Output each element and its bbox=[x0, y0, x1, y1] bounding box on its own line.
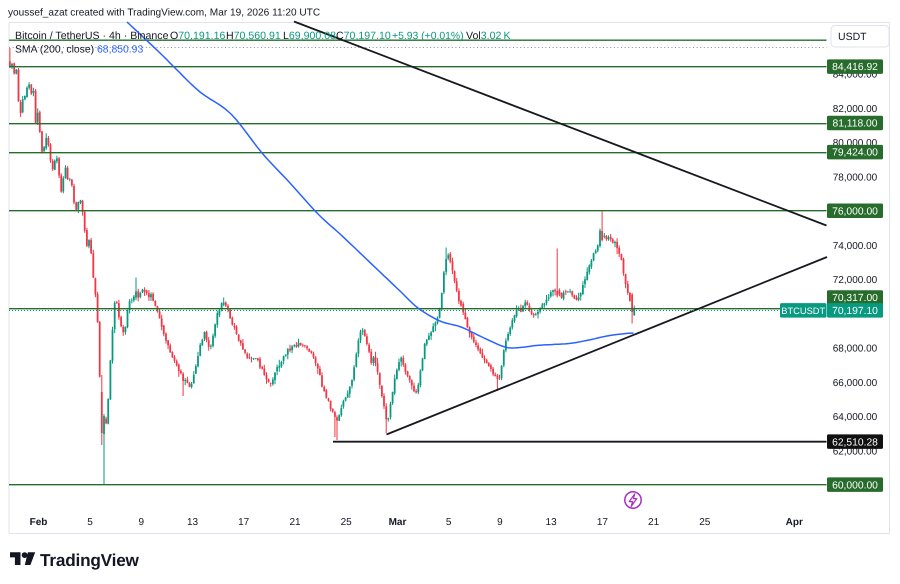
svg-text:68,000.00: 68,000.00 bbox=[833, 344, 878, 355]
svg-text:Mar: Mar bbox=[389, 517, 407, 528]
svg-text:60,000.00: 60,000.00 bbox=[832, 480, 878, 491]
svg-text:13: 13 bbox=[187, 517, 199, 528]
svg-text:70,317.00: 70,317.00 bbox=[832, 293, 878, 304]
svg-text:Apr: Apr bbox=[786, 517, 803, 528]
svg-text:Feb: Feb bbox=[30, 517, 48, 528]
svg-text:84,000.00: 84,000.00 bbox=[833, 70, 878, 81]
svg-text:82,000.00: 82,000.00 bbox=[833, 104, 878, 115]
svg-text:25: 25 bbox=[341, 517, 353, 528]
svg-text:9: 9 bbox=[139, 517, 145, 528]
svg-text:84,416.92: 84,416.92 bbox=[832, 62, 878, 73]
svg-text:62,000.00: 62,000.00 bbox=[833, 446, 878, 457]
svg-text:17: 17 bbox=[238, 517, 250, 528]
svg-text:76,000.00: 76,000.00 bbox=[832, 206, 878, 217]
svg-text:78,000.00: 78,000.00 bbox=[833, 172, 878, 183]
svg-text:74,000.00: 74,000.00 bbox=[833, 241, 878, 252]
svg-text:+5.93 (+0.01%): +5.93 (+0.01%) bbox=[392, 31, 464, 42]
svg-text:21: 21 bbox=[648, 517, 660, 528]
svg-text:17: 17 bbox=[597, 517, 609, 528]
svg-text:5: 5 bbox=[87, 517, 93, 528]
svg-text:79,424.00: 79,424.00 bbox=[832, 148, 878, 159]
svg-text:Vol3.02 K: Vol3.02 K bbox=[466, 30, 511, 42]
svg-text:USDT: USDT bbox=[838, 31, 867, 43]
svg-text:C70,197.10: C70,197.10 bbox=[336, 30, 391, 42]
svg-text:21: 21 bbox=[289, 517, 301, 528]
svg-text:TradingView: TradingView bbox=[40, 550, 140, 570]
svg-text:25: 25 bbox=[699, 517, 711, 528]
svg-text:64,000.00: 64,000.00 bbox=[833, 412, 878, 423]
svg-text:13: 13 bbox=[546, 517, 558, 528]
svg-text:62,510.28: 62,510.28 bbox=[832, 437, 878, 448]
svg-text:H70,560.91: H70,560.91 bbox=[226, 30, 281, 42]
svg-text:SMA (200, close) 68,850.93: SMA (200, close) 68,850.93 bbox=[15, 44, 143, 55]
svg-text:O70,191.16: O70,191.16 bbox=[170, 30, 225, 42]
svg-text:BTCUSDT: BTCUSDT bbox=[781, 306, 825, 316]
svg-text:72,000.00: 72,000.00 bbox=[833, 275, 878, 286]
svg-text:70,197.10: 70,197.10 bbox=[832, 306, 878, 317]
svg-text:Bitcoin / TetherUS · 4h · Bina: Bitcoin / TetherUS · 4h · Binance bbox=[15, 30, 169, 42]
svg-text:66,000.00: 66,000.00 bbox=[833, 378, 878, 389]
svg-text:80,000.00: 80,000.00 bbox=[833, 138, 878, 149]
svg-text:L69,900.08: L69,900.08 bbox=[283, 30, 336, 42]
svg-text:81,118.00: 81,118.00 bbox=[832, 119, 877, 130]
svg-text:5: 5 bbox=[446, 517, 452, 528]
svg-text:9: 9 bbox=[497, 517, 503, 528]
svg-text:youssef_azat created with Trad: youssef_azat created with TradingView.co… bbox=[8, 8, 320, 19]
